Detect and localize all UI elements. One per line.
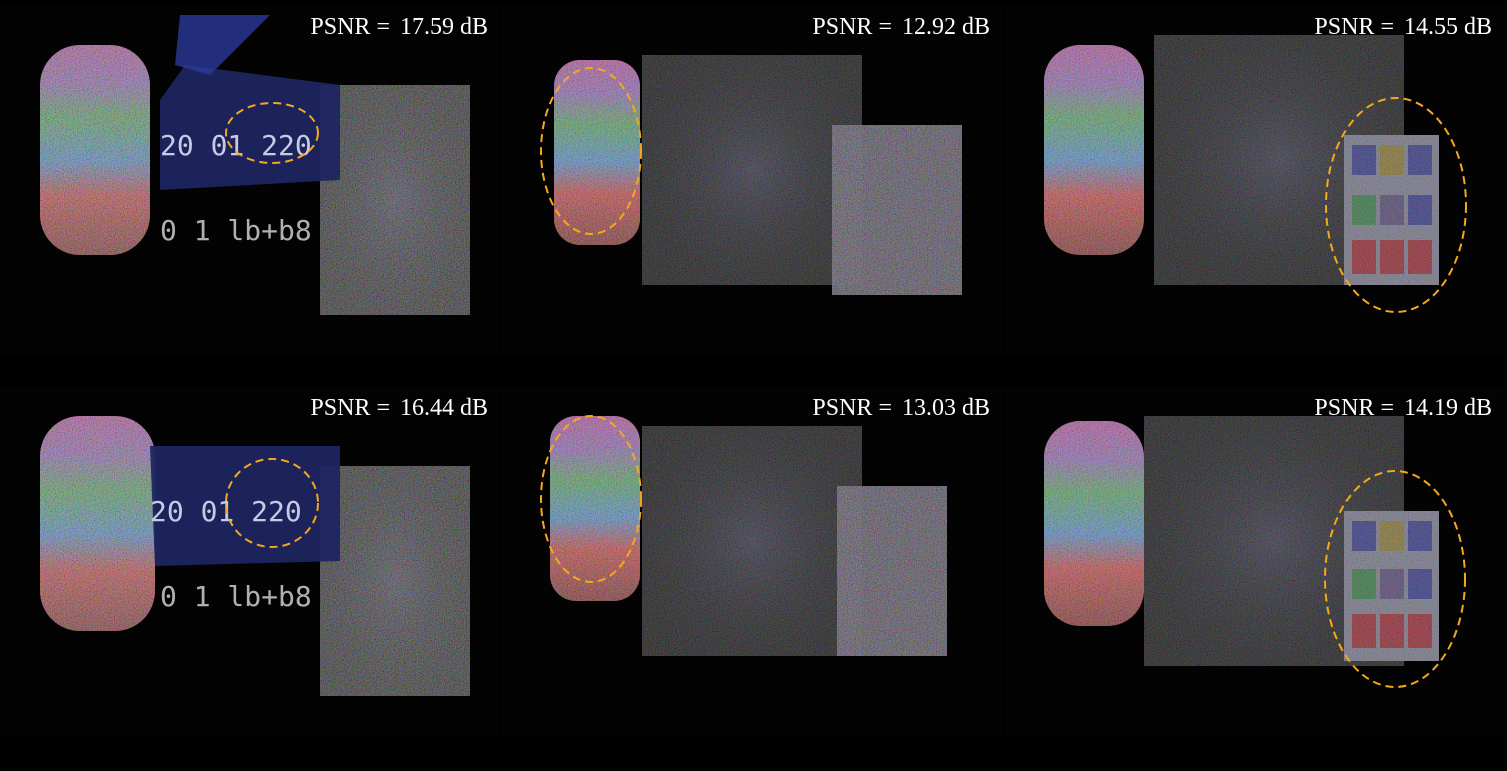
psnr-label: PSNR = 17.59 dB — [310, 14, 488, 40]
psnr-value: 14.55 dB — [1403, 14, 1492, 40]
psnr-value: 16.44 dB — [399, 395, 488, 421]
plate-text: 0 1 lb+b8 — [160, 580, 312, 613]
psnr-label: PSNR = 13.03 dB — [812, 395, 990, 421]
sign-board — [160, 65, 340, 190]
highlight-ellipse — [540, 67, 642, 235]
sign-text: 20 01 220 — [160, 129, 312, 162]
highlight-ellipse — [225, 102, 319, 164]
reconstruction-image: 20 01 220 0 1 lb+b8 — [40, 416, 470, 696]
panel-bottom-middle: PSNR = 13.03 dB — [502, 386, 1002, 736]
plate-text: 0 1 lb+b8 — [160, 214, 312, 247]
panel-top-right: PSNR = 14.55 dB — [1004, 5, 1504, 355]
highlight-ellipse — [540, 415, 642, 583]
highlight-ellipse — [1324, 470, 1466, 688]
reconstruction-image — [1044, 416, 1466, 688]
highlight-ellipse — [225, 458, 319, 548]
reconstruction-image — [1044, 35, 1467, 313]
reconstruction-image — [540, 415, 947, 656]
highlight-ellipse — [1325, 97, 1467, 313]
color-checker — [1344, 135, 1439, 285]
panel-top-middle: PSNR = 12.92 dB — [502, 5, 1002, 355]
psnr-value: 13.03 dB — [901, 395, 990, 421]
panel-bottom-right: PSNR = 14.19 dB — [1004, 386, 1504, 736]
sign-board — [150, 446, 340, 566]
reconstruction-image — [540, 55, 962, 295]
reconstruction-image: 20 01 220 0 1 lb+b8 — [40, 15, 470, 315]
panel-bottom-left: 20 01 220 0 1 lb+b8 PSNR = 16.44 dB — [0, 386, 500, 736]
psnr-value: 17.59 dB — [399, 14, 488, 40]
psnr-value: 14.19 dB — [1403, 395, 1492, 421]
psnr-value: 12.92 dB — [901, 14, 990, 40]
psnr-label: PSNR = 14.55 dB — [1314, 14, 1492, 40]
psnr-label: PSNR = 14.19 dB — [1314, 395, 1492, 421]
psnr-label: PSNR = 16.44 dB — [310, 395, 488, 421]
color-checker — [1344, 511, 1439, 661]
psnr-label: PSNR = 12.92 dB — [812, 14, 990, 40]
panel-top-left: 20 01 220 0 1 lb+b8 PSNR = 17.59 dB — [0, 5, 500, 355]
